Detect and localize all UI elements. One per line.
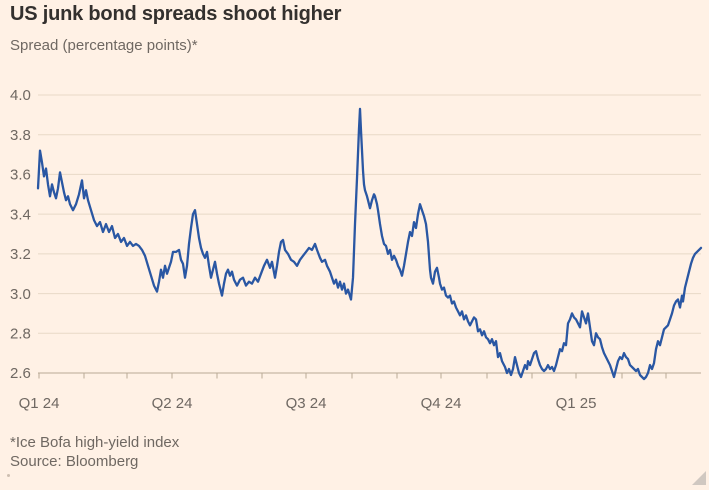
y-tick-label: 3.2 xyxy=(10,246,31,263)
series-line xyxy=(36,107,703,381)
x-tick-label: Q4 24 xyxy=(421,395,462,412)
x-tick-label: Q1 25 xyxy=(556,395,597,412)
chart-title: US junk bond spreads shoot higher xyxy=(10,3,342,25)
source-credit: Source: Bloomberg xyxy=(10,453,139,470)
chart-subtitle: Spread (percentage points)* xyxy=(10,37,198,54)
watermark-dot xyxy=(7,474,10,477)
y-tick-label: 2.6 xyxy=(10,365,31,382)
y-tick-label: 3.4 xyxy=(10,206,31,223)
y-tick-label: 2.8 xyxy=(10,326,31,343)
y-tick-label: 3.0 xyxy=(10,286,31,303)
x-tick-label: Q1 24 xyxy=(19,395,60,412)
y-tick-label: 3.8 xyxy=(10,127,31,144)
y-tick-label: 3.6 xyxy=(10,167,31,184)
chart-footer: *Ice Bofa high-yield index Source: Bloom… xyxy=(10,433,179,471)
footnote: *Ice Bofa high-yield index xyxy=(10,434,180,451)
resize-handle-icon[interactable] xyxy=(692,471,706,485)
y-tick-label: 4.0 xyxy=(10,87,31,104)
x-tick-label: Q3 24 xyxy=(286,395,327,412)
x-tick-label: Q2 24 xyxy=(152,395,193,412)
